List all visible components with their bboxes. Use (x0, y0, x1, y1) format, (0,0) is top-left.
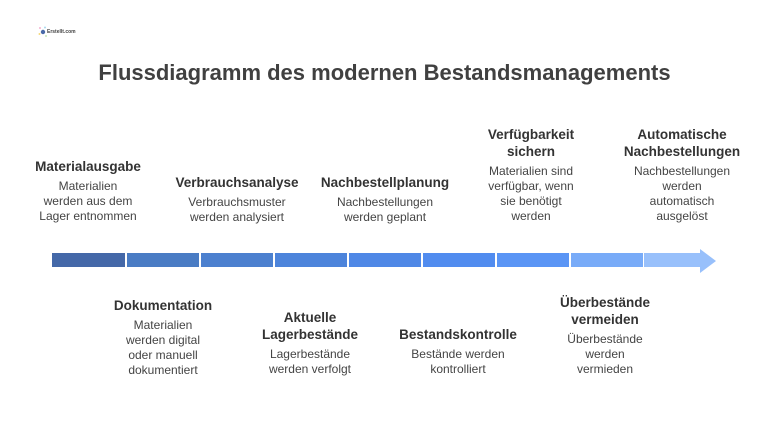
step-description: Bestände werden kontrolliert (411, 347, 505, 376)
step-bestandskontrolle: Bestandskontrolle Bestände werden kontrol… (393, 326, 523, 377)
logo-text: Erstellt.com (47, 29, 76, 35)
timeline-segment (423, 253, 495, 267)
step-description: Lagerbestände werden verfolgt (268, 347, 352, 376)
step-materialausgabe: Materialausgabe Materialien werden aus de… (23, 158, 153, 224)
step-title: Materialausgabe (35, 159, 141, 174)
step-description: Materialien werden digital oder manuell dok… (125, 318, 201, 377)
step-title: Aktuelle Lagerbestände (261, 310, 359, 342)
step-verfuegbarkeit-sichern: Verfügbarkeit sichern Materialien sind ver… (466, 126, 596, 224)
step-title: Nachbestellplanung (320, 175, 450, 190)
timeline-segment (497, 253, 569, 267)
step-description: Materialien werden aus dem Lager entnommen (39, 179, 137, 223)
step-title: Dokumentation (113, 298, 213, 313)
step-title: Überbestände vermeiden (559, 295, 651, 327)
timeline-segment (52, 253, 125, 267)
step-description: Verbrauchsmuster werden analysiert (188, 195, 286, 224)
timeline-segment (201, 253, 273, 267)
timeline-segment (275, 253, 347, 267)
timeline-segment (127, 253, 199, 267)
timeline-segment (349, 253, 421, 267)
step-description: Materialien sind verfügbar, wenn sie benöt… (488, 164, 574, 223)
logo-icon (38, 26, 47, 37)
step-aktuelle-lagerbestaende: Aktuelle Lagerbestände Lagerbestände werde… (245, 309, 375, 377)
logo: Erstellt.com (38, 26, 78, 40)
step-description: Nachbestellungen werden geplant (336, 195, 434, 224)
arrow-head-icon (644, 249, 716, 273)
page-title: Flussdiagramm des modernen Bestandsmanag… (98, 60, 671, 85)
step-title: Automatische Nachbestellungen (623, 127, 741, 159)
step-verbrauchsanalyse: Verbrauchsanalyse Verbrauchsmuster werden… (172, 174, 302, 225)
timeline-arrow (52, 249, 722, 273)
step-nachbestellplanung: Nachbestellplanung Nachbestellungen werde… (320, 174, 450, 225)
step-dokumentation: Dokumentation Materialien werden digital o… (98, 297, 228, 378)
step-title: Verbrauchsanalyse (175, 175, 299, 190)
step-description: Überbestände werden vermieden (567, 332, 643, 376)
step-title: Verfügbarkeit sichern (487, 127, 575, 159)
step-title: Bestandskontrolle (399, 327, 517, 342)
step-ueberbestaende-vermeiden: Überbestände vermeiden Überbestände werden… (540, 294, 670, 377)
step-description: Nachbestellungen werden automatisch ausgelö… (633, 164, 731, 223)
step-automatische-nachbestellungen: Automatische Nachbestellungen Nachbestell… (617, 126, 747, 224)
timeline-segment (571, 253, 643, 267)
